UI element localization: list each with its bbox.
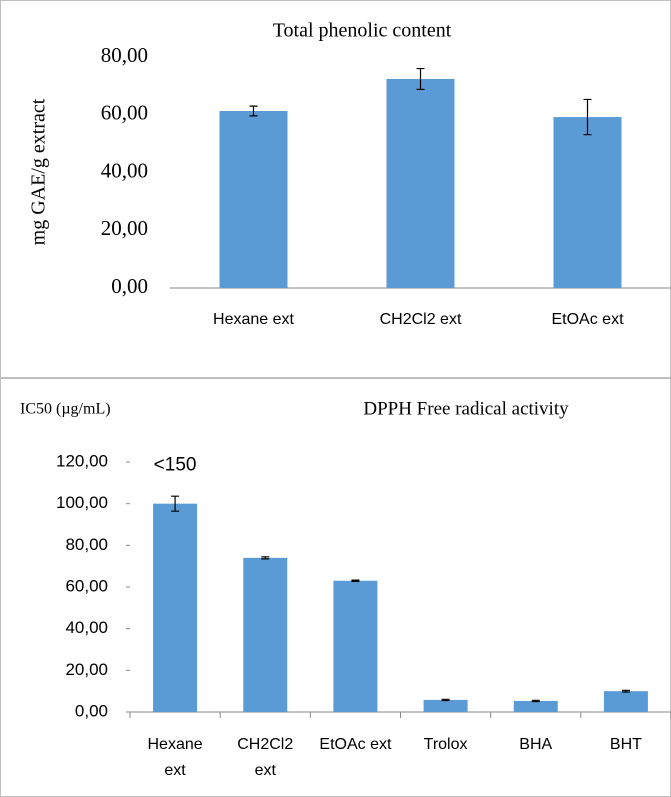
bar [219, 110, 288, 288]
x-tick-label: EtOAc ext [551, 311, 624, 328]
y-tick-label: 60,00 [65, 576, 108, 595]
bar [553, 117, 622, 288]
y-tick-label: 0,00 [111, 274, 148, 298]
bar [243, 557, 288, 712]
annotation: <150 [154, 455, 197, 476]
error-bar [171, 495, 180, 512]
y-tick-label: 40,00 [65, 618, 108, 637]
x-tick-label: BHA [519, 736, 552, 753]
error-bar [351, 579, 360, 582]
y-tick-label: 20,00 [65, 660, 108, 679]
y-tick-label: 60,00 [101, 101, 148, 125]
chart-title: DPPH Free radical activity [363, 398, 569, 419]
bar [603, 691, 648, 712]
error-bar [261, 556, 270, 560]
y-tick-label: 100,00 [56, 493, 108, 512]
y-tick-label: 20,00 [101, 216, 148, 240]
y-tick-label: 0,00 [75, 701, 108, 720]
bar [333, 580, 378, 712]
x-tick-label: CH2Cl2 ext [380, 311, 462, 328]
y-axis-label: mg GAE/g extract [28, 98, 50, 245]
y-axis-label: IC50 (µg/mL) [20, 401, 111, 418]
chart-title: Total phenolic content [273, 20, 452, 42]
x-tick-label: BHT [610, 736, 642, 753]
x-tick-label: Hexane ext [148, 736, 203, 779]
bar [386, 78, 455, 288]
y-tick-label: 120,00 [56, 451, 108, 470]
x-tick-label: Hexane ext [213, 311, 294, 328]
x-tick-label: Trolox [424, 736, 468, 753]
x-tick-label: EtOAc ext [319, 736, 392, 753]
x-tick-label: CH2Cl2 ext [237, 736, 293, 779]
y-tick-label: 80,00 [101, 43, 148, 67]
error-bar [441, 698, 450, 702]
bar [153, 503, 198, 712]
y-tick-label: 80,00 [65, 535, 108, 554]
error-bar [583, 98, 592, 136]
error-bar [416, 67, 425, 90]
error-bar [621, 689, 630, 693]
error-bar [531, 699, 540, 703]
bar [423, 699, 468, 712]
error-bar [249, 105, 258, 117]
bar [513, 700, 558, 712]
y-tick-label: 40,00 [101, 158, 148, 182]
